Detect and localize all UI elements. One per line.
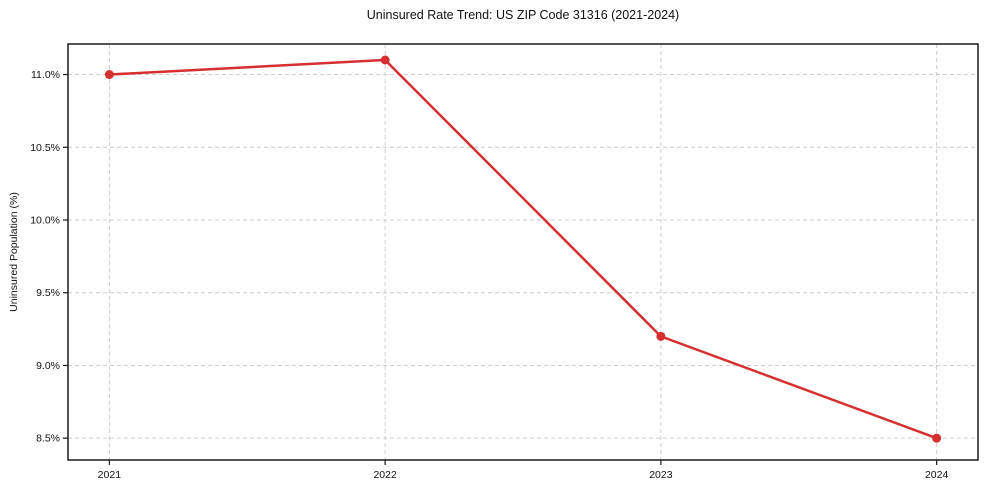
y-tick-label: 11.0% [31, 69, 60, 81]
y-tick-label: 9.5% [36, 287, 60, 299]
x-tick-label: 2021 [98, 469, 122, 481]
data-point-marker [932, 433, 942, 443]
y-tick-label: 8.5% [36, 433, 60, 445]
y-tick-label: 10.5% [30, 142, 60, 154]
data-point-marker [380, 55, 390, 65]
x-tick-label: 2024 [925, 469, 949, 481]
y-tick-label: 9.0% [36, 360, 60, 372]
y-tick-label: 10.0% [30, 215, 60, 227]
data-point-marker [656, 331, 666, 341]
chart-title: Uninsured Rate Trend: US ZIP Code 31316 … [366, 8, 680, 22]
y-axis-label: Uninsured Population (%) [8, 192, 20, 312]
plot-border [67, 43, 979, 461]
trend-line [108, 58, 938, 440]
x-tick-label: 2023 [649, 469, 673, 481]
data-point-marker [104, 70, 114, 80]
x-tick-label: 2022 [373, 469, 397, 481]
